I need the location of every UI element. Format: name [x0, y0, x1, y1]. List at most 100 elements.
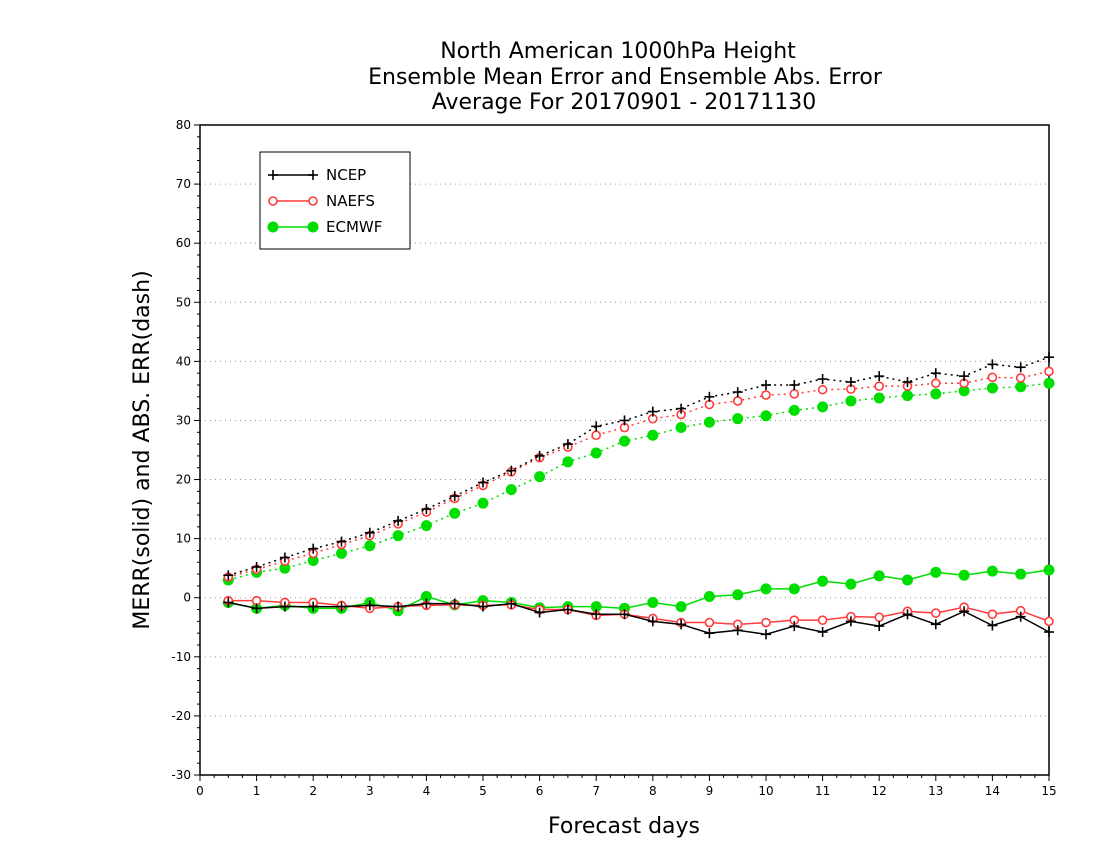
- x-tick-label: 9: [706, 784, 714, 798]
- point-ecmwf-abs-err: [336, 547, 347, 559]
- point-ncep-abs-err: [223, 570, 234, 581]
- point-ecmwf-abs-err: [930, 388, 942, 400]
- point-ecmwf-mean-err: [703, 591, 715, 603]
- point-ncep-abs-err: [647, 406, 658, 417]
- chart-title-line-2: Ensemble Mean Error and Ensemble Abs. Er…: [368, 65, 883, 90]
- point-ncep-mean-err: [223, 597, 234, 608]
- point-naefs-mean-err: [1044, 616, 1054, 627]
- point-ncep-abs-err: [279, 552, 290, 563]
- y-tick-label: 50: [176, 295, 191, 309]
- point-naefs-mean-err: [704, 617, 715, 628]
- point-ncep-mean-err: [279, 601, 290, 612]
- point-naefs-abs-err: [761, 390, 771, 400]
- legend-label-naefs: NAEFS: [326, 192, 375, 210]
- point-naefs-abs-err: [732, 396, 743, 406]
- point-naefs-abs-err: [987, 372, 998, 383]
- y-tick-label: -20: [171, 709, 191, 723]
- point-ecmwf-mean-err: [958, 569, 970, 581]
- point-ncep-mean-err: [251, 603, 262, 614]
- y-tick-label: 70: [176, 177, 191, 191]
- point-naefs-mean-err: [930, 608, 941, 618]
- x-tick-label: 5: [479, 784, 487, 798]
- point-ecmwf-mean-err: [902, 574, 913, 586]
- point-ncep-abs-err: [308, 543, 319, 554]
- x-tick-label: 11: [815, 784, 830, 798]
- point-ncep-mean-err: [845, 616, 856, 627]
- point-ecmwf-abs-err: [534, 471, 546, 483]
- point-ncep-mean-err: [421, 598, 432, 609]
- point-ecmwf-abs-err: [1043, 377, 1055, 389]
- point-ncep-mean-err: [364, 600, 375, 611]
- point-ncep-abs-err: [1015, 362, 1026, 373]
- point-naefs-abs-err: [789, 389, 800, 399]
- point-naefs-mean-err: [817, 615, 828, 625]
- x-tick-label: 2: [309, 784, 317, 798]
- point-ncep-abs-err: [562, 439, 573, 450]
- y-tick-label: -30: [171, 768, 191, 782]
- point-ncep-mean-err: [506, 598, 517, 609]
- point-ecmwf-mean-err: [647, 596, 659, 608]
- chart-title-line-1: North American 1000hPa Height: [440, 39, 796, 64]
- y-tick-label: 80: [176, 118, 191, 132]
- point-ncep-abs-err: [591, 421, 602, 432]
- point-ecmwf-abs-err: [392, 530, 404, 542]
- point-ecmwf-abs-err: [732, 413, 744, 425]
- point-naefs-mean-err: [874, 612, 885, 623]
- y-tick-label: -10: [171, 650, 191, 664]
- legend: NCEP NAEFS ECMWF: [259, 151, 411, 250]
- point-ecmwf-mean-err: [845, 578, 857, 590]
- point-ncep-mean-err: [874, 621, 885, 632]
- point-ncep-mean-err: [902, 609, 913, 620]
- point-ncep-abs-err: [732, 387, 743, 398]
- point-ncep-mean-err: [478, 601, 488, 612]
- point-ecmwf-abs-err: [788, 404, 800, 416]
- point-ecmwf-abs-err: [619, 435, 630, 447]
- point-ecmwf-abs-err: [1015, 381, 1027, 393]
- point-naefs-abs-err: [591, 430, 602, 441]
- point-ncep-abs-err: [987, 359, 998, 370]
- point-ncep-abs-err: [421, 504, 432, 515]
- x-tick-label: 15: [1041, 784, 1056, 798]
- point-ecmwf-mean-err: [873, 570, 885, 582]
- point-ecmwf-mean-err: [817, 575, 829, 587]
- series-group: [222, 352, 1055, 640]
- legend-marker-ecmwf: [307, 221, 319, 233]
- y-tick-label: 10: [176, 532, 191, 546]
- legend-marker-ecmwf: [267, 221, 279, 233]
- point-ncep-mean-err: [1015, 611, 1026, 622]
- legend-label-ncep: NCEP: [326, 166, 366, 184]
- point-ncep-mean-err: [308, 601, 319, 612]
- point-ncep-mean-err: [619, 609, 630, 620]
- point-naefs-mean-err: [987, 609, 998, 620]
- point-ecmwf-mean-err: [930, 566, 942, 578]
- x-tick-label: 12: [872, 784, 887, 798]
- point-ecmwf-mean-err: [1043, 564, 1055, 576]
- x-tick-label: 3: [366, 784, 374, 798]
- x-tick-label: 0: [196, 784, 204, 798]
- point-ecmwf-abs-err: [703, 416, 715, 428]
- point-ecmwf-abs-err: [902, 390, 913, 402]
- point-ncep-abs-err: [619, 415, 630, 426]
- point-ncep-abs-err: [959, 371, 970, 382]
- point-ecmwf-mean-err: [986, 565, 998, 577]
- y-tick-label: 40: [176, 354, 191, 368]
- point-ecmwf-abs-err: [845, 395, 857, 407]
- point-ecmwf-abs-err: [760, 410, 772, 422]
- point-ncep-abs-err: [336, 536, 347, 547]
- x-tick-label: 4: [423, 784, 431, 798]
- line-naefs-abs-err: [228, 370, 1050, 578]
- point-ncep-abs-err: [817, 374, 828, 385]
- point-ncep-mean-err: [1044, 627, 1054, 637]
- point-ncep-abs-err: [874, 371, 885, 382]
- point-ncep-abs-err: [902, 377, 913, 388]
- point-ncep-mean-err: [449, 598, 460, 609]
- point-ncep-abs-err: [478, 477, 488, 488]
- point-ncep-abs-err: [676, 403, 687, 414]
- point-ncep-mean-err: [676, 619, 687, 630]
- grid-lines: [200, 183, 1049, 717]
- x-tick-label: 8: [649, 784, 657, 798]
- y-tick-label: 20: [176, 473, 191, 487]
- point-ncep-abs-err: [761, 380, 771, 390]
